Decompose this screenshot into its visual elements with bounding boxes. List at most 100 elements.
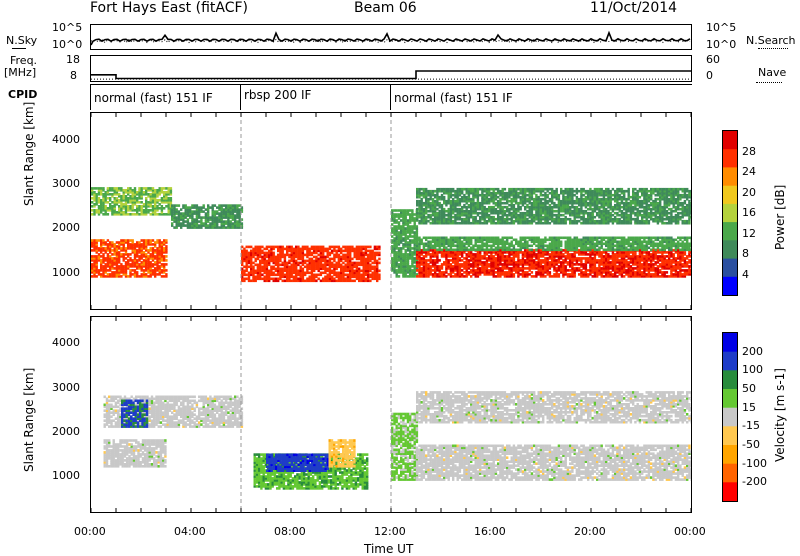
heatmap-cell [100, 187, 102, 190]
heatmap-cell [165, 259, 167, 262]
heatmap-cell [427, 237, 429, 240]
heatmap-cell [356, 262, 358, 265]
heatmap-cell [291, 264, 293, 267]
heatmap-cell [574, 263, 576, 266]
heatmap-cell [143, 269, 145, 272]
heatmap-cell [475, 253, 477, 256]
heatmap-cell [91, 239, 93, 242]
heatmap-cell [159, 239, 161, 242]
heatmap-cell [246, 274, 248, 277]
heatmap-cell [421, 257, 423, 260]
heatmap-cell [673, 249, 675, 252]
heatmap-cell [499, 249, 501, 252]
heatmap-cell [209, 206, 211, 209]
heatmap-cell [345, 274, 347, 277]
heatmap-cell [434, 194, 436, 197]
heatmap-cell [396, 269, 398, 272]
heatmap-cell [682, 273, 684, 276]
heatmap-cell [150, 193, 152, 196]
heatmap-cell [91, 201, 93, 204]
heatmap-cell [300, 262, 302, 265]
heatmap-cell [331, 262, 333, 265]
heatmap-cell [118, 193, 120, 196]
heatmap-cell [416, 275, 418, 278]
heatmap-cell [605, 251, 607, 254]
heatmap-cell [277, 246, 279, 249]
heatmap-cell [641, 271, 643, 274]
heatmap-cell [481, 237, 483, 240]
heatmap-cell [98, 239, 100, 242]
heatmap-cell [686, 255, 688, 258]
heatmap-cell [209, 222, 211, 225]
heatmap-cell [481, 261, 483, 264]
heatmap-cell [243, 266, 245, 269]
heatmap-cell [134, 187, 136, 190]
heatmap-cell [463, 204, 465, 207]
heatmap-cell [423, 188, 425, 191]
heatmap-cell [655, 243, 657, 246]
heatmap-cell [318, 278, 320, 281]
heatmap-cell [601, 267, 603, 270]
heatmap-cell [448, 239, 450, 242]
heatmap-cell [587, 237, 589, 240]
heatmap-cell [576, 267, 578, 270]
heatmap-cell [470, 247, 472, 250]
heatmap-cell [409, 209, 411, 212]
heatmap-cell [466, 188, 468, 191]
heatmap-cell [165, 239, 167, 242]
heatmap-cell [488, 263, 490, 266]
freq-line [91, 71, 691, 79]
heatmap-cell [652, 237, 654, 240]
heatmap-cell [436, 188, 438, 191]
heatmap-cell [430, 265, 432, 268]
heatmap-cell [295, 246, 297, 249]
heatmap-cell [136, 271, 138, 274]
heatmap-cell [145, 197, 147, 200]
heatmap-cell [152, 247, 154, 250]
heatmap-cell [398, 263, 400, 266]
heatmap-cell [445, 237, 447, 240]
heatmap-cell [691, 259, 692, 262]
heatmap-cell [612, 273, 614, 276]
heatmap-cell [304, 272, 306, 275]
heatmap-cell [621, 237, 623, 240]
heatmap-cell [688, 243, 690, 246]
heatmap-cell [612, 237, 614, 240]
heatmap-cell [434, 237, 436, 240]
heatmap-cell [279, 246, 281, 249]
heatmap-cell [495, 271, 497, 274]
heatmap-cell [266, 260, 268, 263]
heatmap-cell [677, 271, 679, 274]
heatmap-cell [603, 237, 605, 240]
heatmap-cell [558, 251, 560, 254]
heatmap-cell [402, 209, 404, 212]
heatmap-cell [569, 253, 571, 256]
noise-right-tick-low: 10^0 [706, 38, 736, 51]
heatmap-cell [145, 239, 147, 242]
heatmap-cell [336, 250, 338, 253]
heatmap-cell [495, 275, 497, 278]
heatmap-cell [107, 239, 109, 242]
heatmap-cell [439, 202, 441, 205]
heatmap-cell [549, 237, 551, 240]
heatmap-cell [306, 264, 308, 267]
heatmap-cell [150, 261, 152, 264]
heatmap-region-7 [416, 188, 691, 225]
heatmap-cell [468, 259, 470, 262]
heatmap-cell [558, 265, 560, 268]
heatmap-cell [402, 253, 404, 256]
heatmap-cell [691, 269, 692, 272]
heatmap-cell [688, 237, 690, 240]
heatmap-cell [436, 237, 438, 240]
heatmap-cell [445, 210, 447, 213]
heatmap-cell [659, 251, 661, 254]
nave-line-key [756, 82, 782, 83]
heatmap-cell [261, 250, 263, 253]
heatmap-cell [511, 249, 513, 252]
heatmap-cell [331, 276, 333, 279]
heatmap-cell [376, 246, 378, 249]
heatmap-cell [544, 257, 546, 260]
heatmap-cell [141, 239, 143, 242]
heatmap-cell [445, 200, 447, 203]
heatmap-cell [619, 237, 621, 240]
